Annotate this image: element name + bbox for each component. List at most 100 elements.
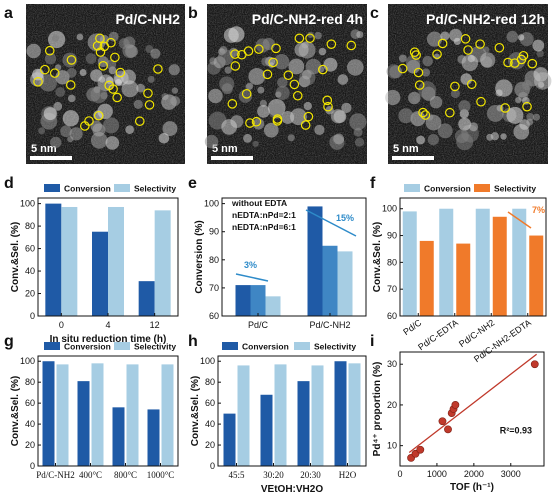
nanoparticle — [354, 137, 365, 147]
y-tick-label: 100 — [20, 199, 35, 209]
bar — [529, 235, 544, 316]
single-atom-marker — [262, 69, 273, 80]
bar — [138, 281, 155, 316]
y-axis-label: Conv.&Sel. (%) — [10, 222, 21, 292]
annotation: 3% — [244, 260, 257, 270]
bar — [307, 206, 323, 316]
nanoparticle — [346, 59, 364, 76]
single-atom-marker — [300, 120, 311, 130]
single-atom-marker — [112, 92, 122, 103]
nanoparticle — [97, 103, 113, 120]
fit-line — [408, 353, 538, 454]
chart-g: 0 20 40 60 80 100 Conv.&Sel. (%) Pd/C-NH2 400°C 8… — [10, 342, 179, 480]
bar — [112, 407, 125, 466]
nanoparticle — [461, 54, 479, 72]
single-atom-marker — [500, 103, 510, 113]
legend-entry: Selectivity — [314, 342, 356, 352]
single-atom-marker — [494, 42, 505, 53]
nanoparticle — [288, 58, 305, 75]
nanoparticle — [532, 113, 541, 121]
x-tick-label: 1000°C — [147, 470, 175, 480]
single-atom-marker — [509, 58, 520, 68]
single-atom-marker — [476, 96, 486, 107]
nanoparticle — [411, 96, 420, 104]
single-atom-marker — [322, 95, 333, 106]
single-atom-marker — [98, 61, 108, 71]
annotation-arrow — [235, 273, 269, 282]
scale-text-a: 5 nm — [31, 143, 57, 155]
y-tick-label: 100 — [204, 199, 219, 209]
nanoparticle — [257, 86, 265, 94]
single-atom-marker — [418, 107, 428, 118]
nanoparticle — [219, 76, 235, 92]
y-tick-label: 100 — [382, 204, 397, 214]
plot-frame — [399, 197, 547, 317]
nanoparticle — [133, 99, 143, 109]
nanoparticle — [263, 122, 279, 138]
bar — [108, 206, 124, 316]
x-axis-label: TOF (h⁻¹) — [450, 482, 494, 493]
legend-entry: Selectivity — [134, 342, 176, 352]
bar — [265, 296, 281, 316]
single-atom-marker — [237, 49, 247, 60]
bar — [250, 285, 266, 316]
single-atom-marker — [93, 110, 104, 121]
x-tick-label: 2000 — [464, 469, 484, 479]
chart-d: 0 20 40 60 80 100 Conv.&Sel. (%) 0 4 12 In situ re… — [10, 184, 179, 345]
single-atom-marker — [420, 110, 431, 120]
y-tick-label: 80 — [209, 255, 219, 265]
nanoparticle — [398, 54, 407, 63]
single-atom-marker — [144, 100, 155, 110]
single-atom-marker — [414, 80, 425, 90]
nanoparticle — [500, 133, 507, 140]
single-atom-marker — [49, 68, 60, 78]
single-atom-marker — [450, 81, 460, 92]
single-atom-marker — [271, 43, 281, 54]
single-atom-marker — [305, 33, 315, 44]
single-atom-marker — [80, 121, 90, 131]
bar — [297, 381, 310, 466]
single-atom-marker — [294, 33, 305, 44]
legend-entry: Selectivity — [134, 184, 176, 194]
single-atom-marker — [432, 49, 442, 60]
y-tick-label: 0 — [30, 311, 35, 321]
chart-h: 0 20 40 60 80 100 Conv.&Sel. (%) 45:5 30:20 20:30… — [190, 342, 367, 495]
y-tick-label: 80 — [25, 377, 35, 387]
y-tick-label: 80 — [25, 221, 35, 231]
nanoparticle — [356, 30, 364, 39]
nanoparticle — [158, 132, 170, 144]
y-tick-label: 60 — [205, 398, 215, 408]
nanoparticle — [303, 101, 312, 111]
nanoparticle — [385, 89, 401, 106]
nanoparticle — [252, 140, 259, 147]
bar — [223, 413, 236, 466]
nanoparticle — [150, 48, 161, 59]
y-tick-label: 60 — [25, 398, 35, 408]
plot-frame — [399, 351, 545, 467]
nanoparticle — [87, 33, 106, 52]
nanoparticle — [458, 100, 471, 113]
nanoparticle — [318, 47, 327, 56]
nanoparticle — [79, 69, 87, 76]
panel-label-e: e — [188, 175, 197, 192]
nanoparticle — [277, 77, 288, 88]
nanoparticle — [532, 39, 545, 52]
nanoparticle — [440, 31, 450, 41]
single-atom-marker — [230, 61, 241, 71]
nanoparticle — [26, 43, 41, 59]
legend-swatch — [222, 342, 238, 350]
nanoparticle — [275, 85, 290, 100]
single-atom-marker — [134, 116, 145, 127]
nanoparticle — [60, 125, 72, 138]
y-axis-label: Conv.&Sel. (%) — [190, 376, 201, 446]
nanoparticle — [323, 57, 338, 72]
x-axis-label: VEtOH:VH2O — [261, 484, 323, 495]
nanoparticle — [55, 87, 66, 97]
single-atom-marker — [230, 49, 240, 59]
annotation-arrow — [507, 211, 532, 229]
bar — [439, 208, 454, 316]
nanoparticle — [506, 106, 524, 124]
x-tick-label: Pd/C — [401, 317, 424, 337]
single-atom-marker — [245, 118, 255, 128]
nanoparticle — [223, 27, 239, 43]
